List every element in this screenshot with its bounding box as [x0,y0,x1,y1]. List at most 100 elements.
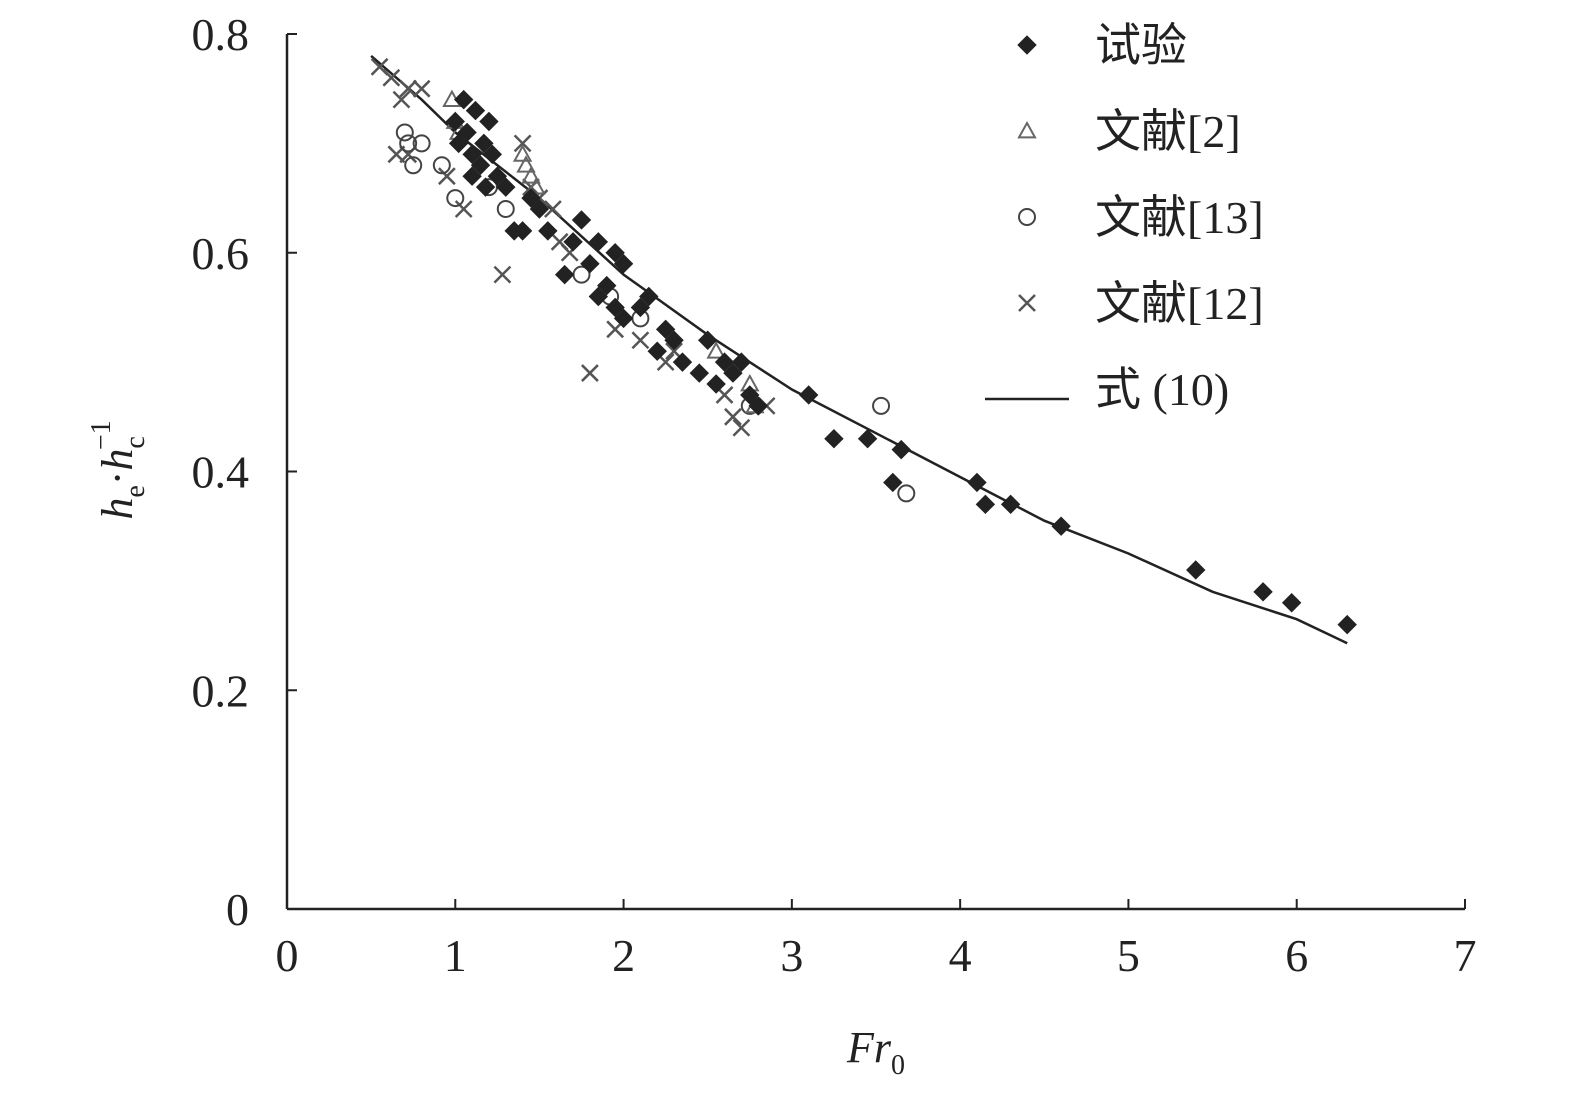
circle-point [399,134,418,153]
diamond-point [798,385,819,405]
diamond-point [538,221,558,241]
legend-label: 文献[13] [1095,192,1264,243]
diamond-point [475,177,496,197]
diamond-point [588,232,609,252]
y-axis-title-h1: h [93,498,142,520]
diamond-point [613,253,634,274]
cross-stroke [382,68,401,87]
legend-diamond-swatch [1017,35,1037,55]
diamond-point [462,166,482,186]
cross-stroke [724,407,742,426]
legend-item: 试验 [1017,20,1187,71]
diamond-point [512,221,533,241]
legend-label: 试验 [1095,20,1187,71]
cross-point [724,407,742,426]
fit-line-formula-10 [370,54,1348,645]
x-tick-label: 1 [444,930,467,981]
y-tick-label: 0 [226,884,249,935]
diamond-point [706,374,726,394]
x-tick-label: 7 [1454,930,1477,981]
x-axis-title-sub: 0 [891,1050,905,1081]
cross-point [454,200,473,218]
y-axis-title-sub2: c [120,436,151,448]
diamond-point [731,352,752,372]
diamond-point [883,472,903,493]
diamond-point [1253,582,1273,602]
triangle-point [521,166,541,184]
y-tick-label: 0.2 [192,665,250,716]
diamond-point [605,297,625,318]
diamond-point [563,232,583,252]
diamond-point [554,264,575,285]
cross-stroke [493,265,512,284]
diamond-point [474,133,494,154]
diamond-point [521,188,541,208]
triangle-point [512,144,533,162]
y-tick-label: 0.4 [192,447,250,498]
cross-point [493,265,512,284]
legend-label: 式 (10) [1095,364,1229,415]
circle-point [412,134,431,153]
legend-triangle-swatch [1017,120,1037,139]
diamond-point [672,352,693,372]
axes: 0 1 2 3 4 5 6 7 0 0.2 0.4 0.6 0.8 [192,9,1477,981]
cross-point [392,90,411,109]
series-triangle [442,89,765,414]
cross-stroke [581,364,599,382]
cross-stroke [631,331,650,350]
diamond-point [1186,560,1206,580]
y-tick-label: 0.6 [192,228,250,279]
diamond-point [482,144,503,165]
cross-stroke [399,79,418,98]
triangle-point [706,341,726,359]
diamond-point [1000,494,1021,515]
diamond-point [689,363,710,383]
diamond-point [723,363,743,383]
series-diamond [445,89,1357,635]
cross-point [382,68,401,87]
diamond-point [613,308,634,329]
circle-point [432,156,451,175]
cross-stroke [656,353,675,372]
diamond-point [824,428,844,449]
triangle-point [516,155,536,173]
x-axis-title: Fr0 [846,1023,905,1081]
y-axis-title: he·hc−1 [86,420,151,519]
diamond-point [496,177,516,197]
cross-stroke [392,90,411,109]
cross-stroke [732,418,751,437]
diamond-point [479,111,499,132]
cross-point [631,331,650,350]
cross-point [412,79,431,98]
diamond-point [967,472,987,493]
cross-point [437,167,456,186]
x-tick-label: 3 [780,930,803,981]
x-tick-label: 2 [612,930,635,981]
cross-stroke [513,134,532,153]
cross-stroke [665,342,683,361]
cross-stroke [437,167,456,186]
cross-stroke [1018,294,1036,312]
diamond-point [605,243,625,263]
diamond-point [1337,614,1357,635]
cross-stroke [550,232,569,251]
legend-item: 式 (10) [985,364,1229,415]
y-axis-title-h2: h [93,449,142,471]
diamond-point [647,341,667,361]
cross-stroke [544,200,562,218]
circle-point [496,200,515,218]
diamond-point [698,330,718,350]
diamond-point [1281,593,1302,613]
y-axis-title-dot: · [93,471,142,486]
legend-cross-swatch [1018,294,1036,312]
cross-point [732,418,751,437]
x-tick-label: 5 [1117,930,1140,981]
series-cross [370,57,776,437]
diamond-point [487,166,508,186]
cross-stroke [412,79,431,98]
cross-point [399,79,418,98]
circle-point [872,396,891,415]
diamond-point [1051,516,1071,536]
diamond-point [975,494,996,515]
